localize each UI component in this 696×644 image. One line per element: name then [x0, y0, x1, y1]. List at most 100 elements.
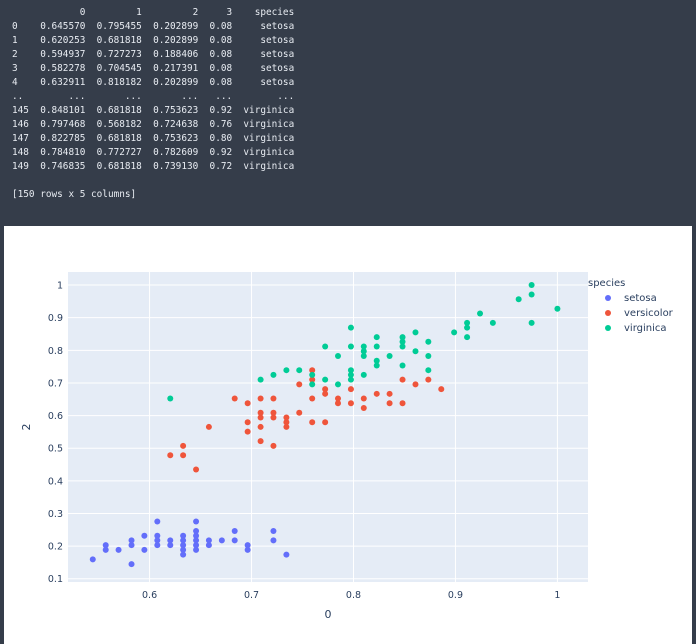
point-setosa [180, 542, 187, 549]
y-tick-label: 0.4 [48, 476, 63, 487]
point-versicolor [270, 442, 277, 449]
point-versicolor [257, 395, 264, 402]
legend-item-setosa[interactable]: setosa [605, 293, 657, 304]
dataframe-output: 0 1 2 3 species 0 0.645570 0.795455 0.20… [0, 0, 696, 226]
point-versicolor [334, 400, 341, 407]
point-virginica [451, 329, 458, 336]
point-setosa [244, 542, 251, 549]
point-virginica [309, 371, 316, 378]
point-virginica [373, 362, 380, 369]
point-versicolor [347, 400, 354, 407]
point-setosa [218, 537, 225, 544]
legend-marker [605, 310, 611, 316]
point-virginica [373, 334, 380, 341]
point-versicolor [296, 381, 303, 388]
legend[interactable]: species setosa versicolor virginica [588, 278, 674, 334]
point-versicolor [399, 376, 406, 383]
point-versicolor [322, 390, 329, 397]
point-virginica [489, 319, 496, 326]
point-versicolor [283, 414, 290, 421]
point-setosa [193, 532, 200, 539]
point-setosa [141, 532, 148, 539]
point-versicolor [373, 390, 380, 397]
x-tick-label: 0.6 [142, 590, 157, 601]
point-virginica [528, 291, 535, 298]
legend-title: species [588, 278, 625, 289]
point-versicolor [244, 400, 251, 407]
point-virginica [296, 367, 303, 374]
point-setosa [193, 518, 200, 525]
point-virginica [412, 348, 419, 355]
point-virginica [270, 371, 277, 378]
point-versicolor [257, 423, 264, 430]
x-tick-label: 0.8 [346, 590, 361, 601]
point-versicolor [438, 386, 445, 393]
point-versicolor [257, 438, 264, 445]
point-setosa [180, 537, 187, 544]
x-tick-label: 1 [554, 590, 560, 601]
legend-item-virginica[interactable]: virginica [605, 323, 667, 334]
point-setosa [231, 527, 238, 534]
point-setosa [180, 546, 187, 553]
point-setosa [193, 546, 200, 553]
point-virginica [399, 338, 406, 345]
point-virginica [399, 334, 406, 341]
point-virginica [399, 343, 406, 350]
point-versicolor [231, 395, 238, 402]
point-versicolor [322, 386, 329, 393]
point-virginica [167, 395, 174, 402]
point-setosa [283, 551, 290, 558]
point-virginica [360, 348, 367, 355]
legend-marker [605, 325, 611, 331]
point-virginica [257, 376, 264, 383]
point-setosa [205, 542, 212, 549]
y-tick-label: 0.2 [48, 542, 63, 553]
point-virginica [515, 296, 522, 303]
scatter-chart: 0.6 0.7 0.8 0.9 1 0.1 0.2 0.3 0.4 0.5 0.6 0.7 0.8 0.9… [20, 272, 674, 621]
point-versicolor [386, 400, 393, 407]
point-versicolor [399, 400, 406, 407]
point-setosa [89, 556, 96, 563]
point-versicolor [257, 409, 264, 416]
point-versicolor [180, 452, 187, 459]
point-virginica [309, 381, 316, 388]
point-virginica [322, 343, 329, 350]
point-virginica [347, 371, 354, 378]
data-points [89, 282, 561, 568]
point-setosa [154, 542, 161, 549]
point-virginica [425, 338, 432, 345]
y-axis-label: 2 [20, 424, 33, 431]
point-setosa [193, 542, 200, 549]
point-virginica [425, 367, 432, 374]
point-virginica [412, 329, 419, 336]
point-virginica [334, 381, 341, 388]
point-virginica [347, 324, 354, 331]
y-tick-label: 0.6 [48, 411, 63, 422]
point-versicolor [270, 414, 277, 421]
legend-label: setosa [624, 293, 657, 304]
point-virginica [347, 376, 354, 383]
point-setosa [270, 537, 277, 544]
point-setosa [128, 537, 135, 544]
x-tick-label: 0.7 [244, 590, 259, 601]
y-tick-label: 0.7 [48, 378, 63, 389]
point-virginica [347, 343, 354, 350]
point-versicolor [283, 423, 290, 430]
dataframe-text: 0 1 2 3 species 0 0.645570 0.795455 0.20… [12, 7, 295, 200]
point-virginica [528, 319, 535, 326]
tick-labels: 0.6 0.7 0.8 0.9 1 0.1 0.2 0.3 0.4 0.5 0.6 0.7 0.8 0.9… [48, 281, 561, 601]
point-setosa [154, 532, 161, 539]
point-versicolor [334, 395, 341, 402]
point-virginica [373, 343, 380, 350]
point-versicolor [167, 452, 174, 459]
point-versicolor [309, 376, 316, 383]
point-virginica [425, 352, 432, 359]
plot-background [68, 272, 588, 582]
point-virginica [373, 357, 380, 364]
point-setosa [102, 542, 109, 549]
point-versicolor [180, 442, 187, 449]
point-versicolor [270, 409, 277, 416]
legend-item-versicolor[interactable]: versicolor [605, 308, 674, 319]
point-setosa [154, 537, 161, 544]
y-tick-label: 0.8 [48, 346, 63, 357]
